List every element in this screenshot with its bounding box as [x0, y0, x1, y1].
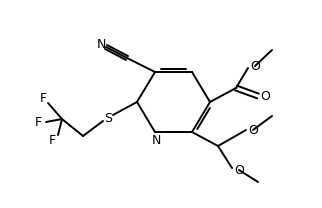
Text: S: S: [104, 111, 112, 125]
Text: F: F: [48, 134, 56, 146]
Text: N: N: [151, 135, 161, 147]
Text: F: F: [39, 92, 47, 104]
Text: F: F: [34, 115, 42, 129]
Text: O: O: [248, 124, 258, 136]
Text: O: O: [250, 59, 260, 73]
Text: N: N: [96, 37, 106, 51]
Text: O: O: [260, 89, 270, 103]
Text: O: O: [234, 163, 244, 177]
